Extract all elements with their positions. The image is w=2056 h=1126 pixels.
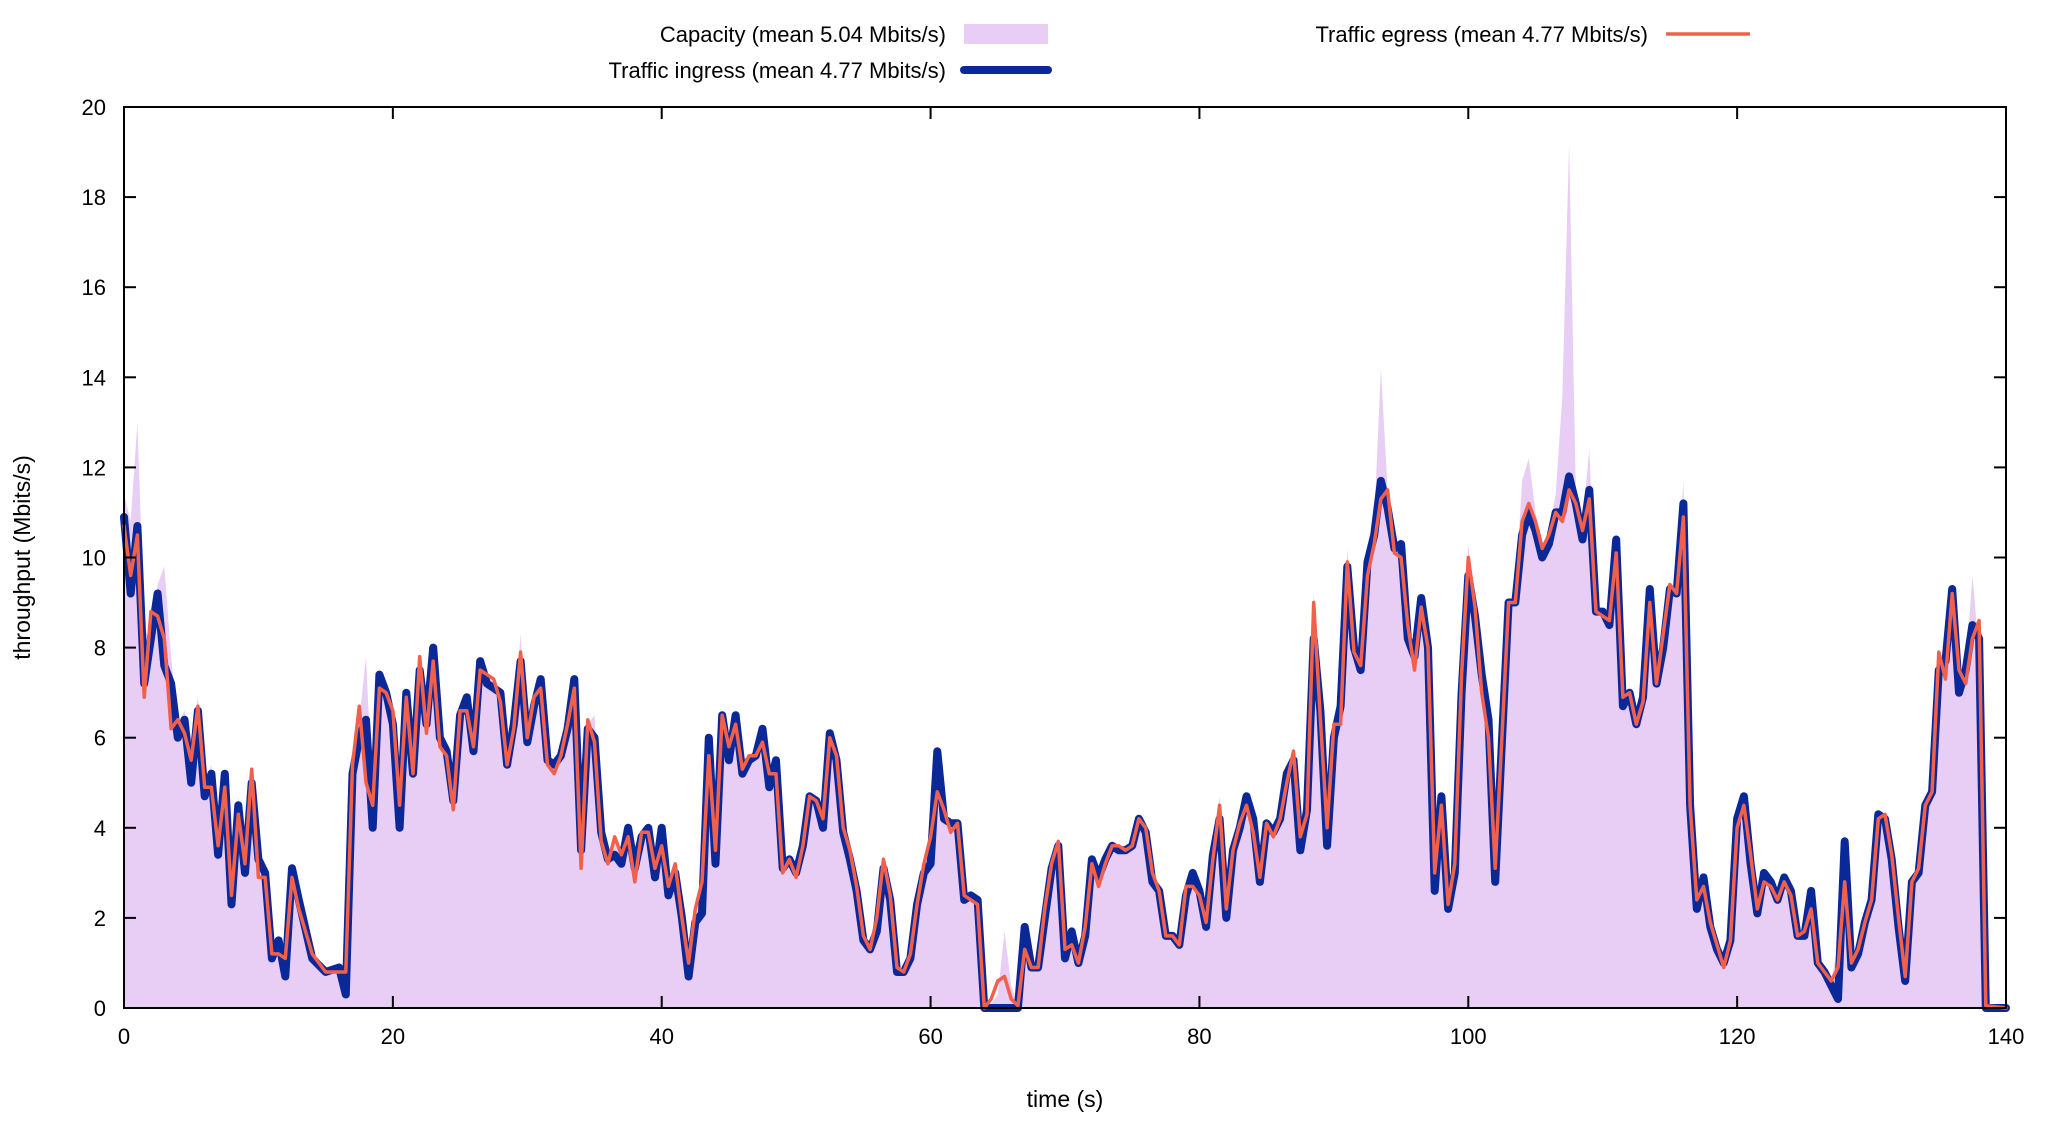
x-tick-label: 0 (118, 1024, 130, 1049)
x-tick-label: 140 (1988, 1024, 2025, 1049)
legend-label-egress: Traffic egress (mean 4.77 Mbits/s) (1315, 22, 1648, 47)
axes-layer: 0 20 40 60 80 100 120 140 0 2 4 6 8 10 12 14 16 18 20 (82, 95, 2025, 1049)
x-tick-label: 40 (649, 1024, 673, 1049)
legend-label-capacity: Capacity (mean 5.04 Mbits/s) (660, 22, 946, 47)
legend-swatch-capacity (964, 24, 1048, 44)
x-tick-label: 20 (381, 1024, 405, 1049)
y-tick-label: 0 (94, 996, 106, 1021)
y-tick-label: 6 (94, 726, 106, 751)
x-tick-label: 120 (1719, 1024, 1756, 1049)
y-tick-label: 10 (82, 546, 106, 571)
y-tick-label: 8 (94, 636, 106, 661)
y-tick-label: 2 (94, 906, 106, 931)
y-tick-label: 18 (82, 185, 106, 210)
x-tick-label: 60 (918, 1024, 942, 1049)
y-tick-label: 4 (94, 816, 106, 841)
egress-line (122, 488, 2008, 1010)
y-tick-label: 12 (82, 455, 106, 480)
y-tick-label: 20 (82, 95, 106, 120)
x-tick-label: 100 (1450, 1024, 1487, 1049)
y-axis-title: throughput (Mbits/s) (9, 455, 35, 660)
x-tick-label: 80 (1187, 1024, 1211, 1049)
y-tick-label: 14 (82, 365, 106, 390)
capacity-area (124, 143, 2006, 1008)
plot-layer (120, 143, 2010, 1012)
legend-label-ingress: Traffic ingress (mean 4.77 Mbits/s) (609, 58, 946, 83)
y-tick-label: 16 (82, 275, 106, 300)
legend: Capacity (mean 5.04 Mbits/s) Traffic ing… (609, 22, 1750, 83)
x-axis-title: time (s) (1027, 1086, 1104, 1112)
